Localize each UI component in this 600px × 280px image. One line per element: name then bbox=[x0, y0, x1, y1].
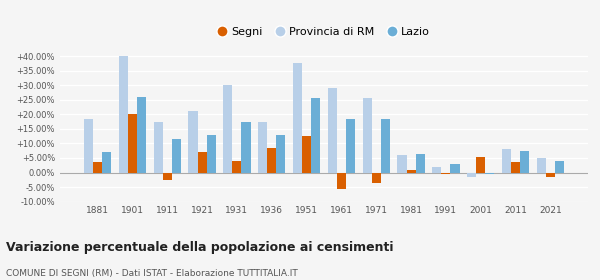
Bar bbox=[442, 172, 451, 174]
Bar bbox=[241, 122, 251, 172]
Bar bbox=[188, 111, 197, 172]
Bar bbox=[267, 148, 276, 172]
Bar bbox=[407, 170, 416, 172]
Bar bbox=[119, 56, 128, 172]
Bar bbox=[546, 172, 555, 177]
Bar bbox=[311, 98, 320, 172]
Bar bbox=[172, 139, 181, 172]
Bar bbox=[206, 135, 215, 172]
Bar bbox=[485, 172, 494, 174]
Bar bbox=[293, 64, 302, 172]
Bar bbox=[372, 172, 381, 183]
Bar bbox=[128, 114, 137, 172]
Bar bbox=[84, 119, 93, 172]
Bar bbox=[476, 157, 485, 172]
Bar bbox=[223, 85, 232, 172]
Bar bbox=[154, 122, 163, 172]
Bar bbox=[163, 172, 172, 180]
Bar bbox=[433, 167, 442, 172]
Bar bbox=[451, 164, 460, 172]
Bar bbox=[467, 172, 476, 177]
Legend: Segni, Provincia di RM, Lazio: Segni, Provincia di RM, Lazio bbox=[214, 23, 434, 42]
Bar bbox=[346, 119, 355, 172]
Bar bbox=[362, 98, 372, 172]
Bar bbox=[302, 136, 311, 172]
Bar bbox=[337, 172, 346, 188]
Bar bbox=[137, 97, 146, 172]
Bar bbox=[93, 162, 102, 172]
Text: Variazione percentuale della popolazione ai censimenti: Variazione percentuale della popolazione… bbox=[6, 241, 394, 254]
Bar bbox=[555, 161, 564, 172]
Bar bbox=[537, 158, 546, 172]
Bar bbox=[197, 152, 206, 172]
Text: COMUNE DI SEGNI (RM) - Dati ISTAT - Elaborazione TUTTITALIA.IT: COMUNE DI SEGNI (RM) - Dati ISTAT - Elab… bbox=[6, 269, 298, 278]
Bar bbox=[416, 154, 425, 172]
Bar bbox=[232, 161, 241, 172]
Bar bbox=[328, 88, 337, 172]
Bar bbox=[520, 151, 529, 172]
Bar bbox=[511, 162, 520, 172]
Bar bbox=[258, 122, 267, 172]
Bar bbox=[276, 135, 286, 172]
Bar bbox=[381, 119, 390, 172]
Bar bbox=[397, 155, 407, 172]
Bar bbox=[502, 149, 511, 172]
Bar bbox=[102, 152, 111, 172]
